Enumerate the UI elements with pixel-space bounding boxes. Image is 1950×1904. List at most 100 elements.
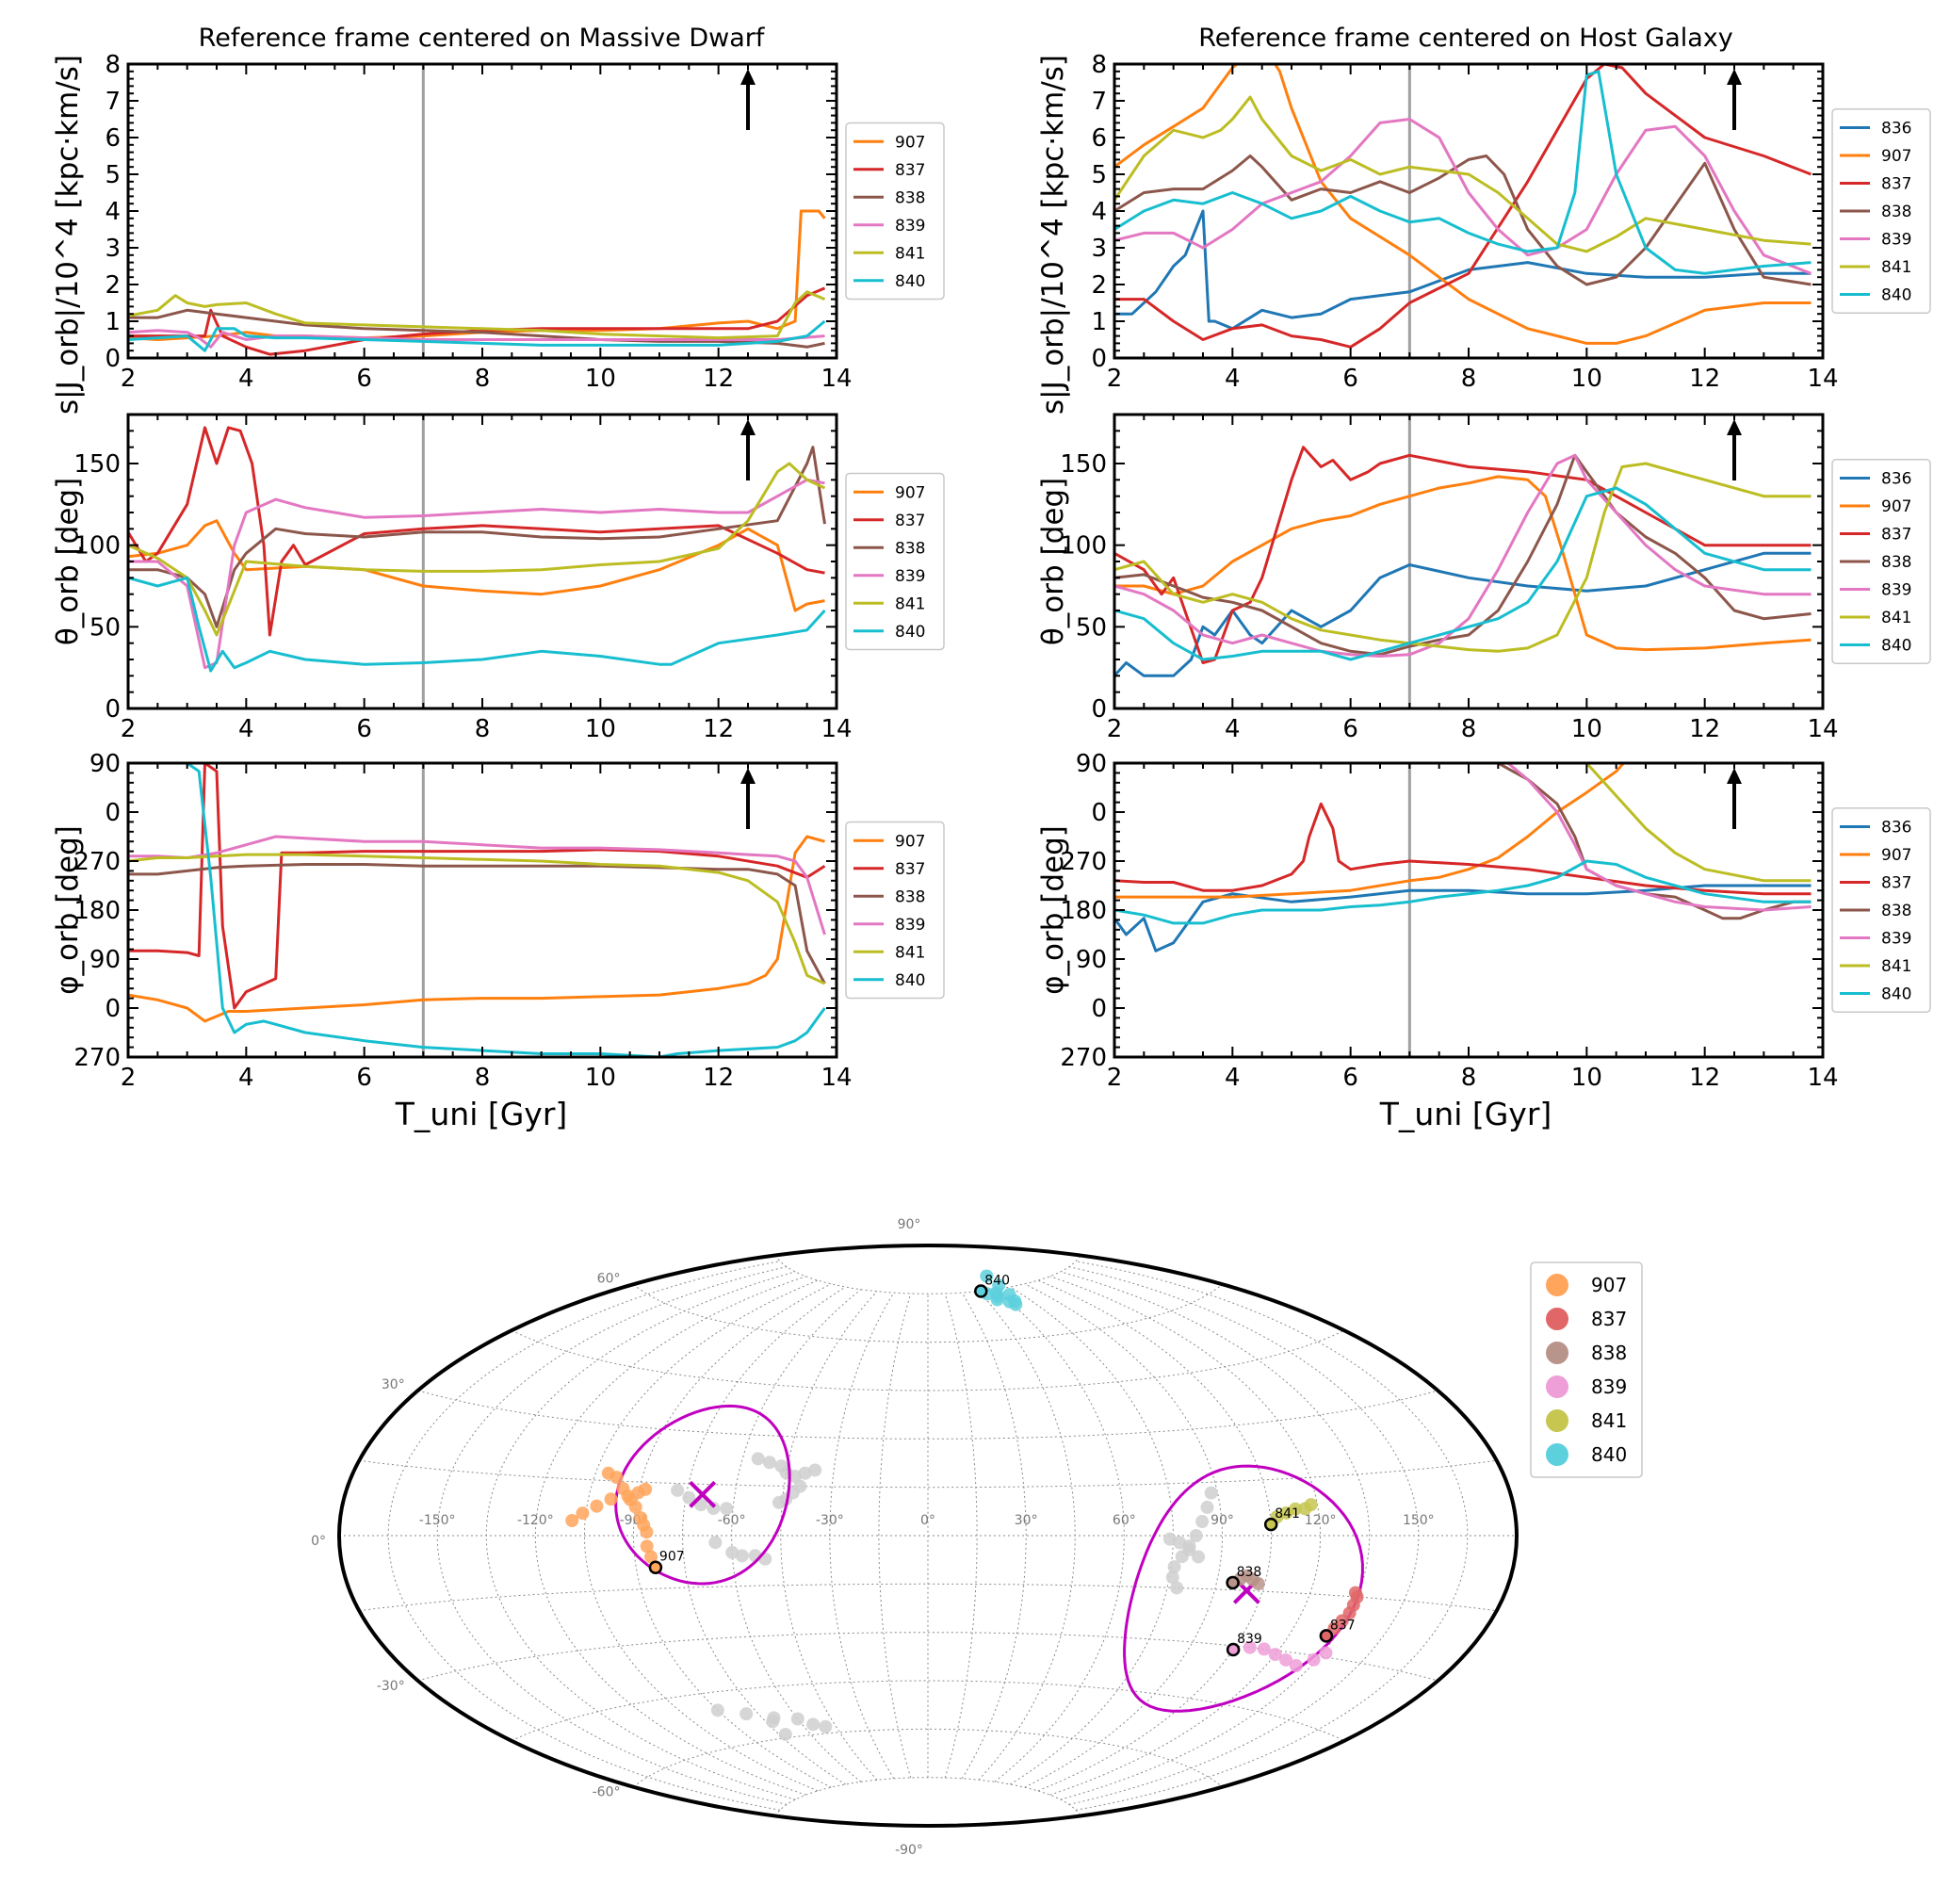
- legend: 907 837 838 839 841 840: [845, 122, 945, 301]
- track-point-907: [565, 1514, 579, 1528]
- up-arrow-icon: [1727, 768, 1742, 829]
- ylabel-phi-right: φ_orb [deg]: [1036, 825, 1070, 995]
- y-tick-label: 8: [1091, 51, 1107, 79]
- legend-label-907: 907: [1881, 147, 1911, 166]
- ylabel-phi-left: φ_orb [deg]: [51, 825, 85, 995]
- lat-tick-label: 30°: [382, 1377, 405, 1392]
- track-point-840: [980, 1269, 994, 1283]
- grey-point: [798, 1466, 812, 1480]
- x-tick-label: 12: [703, 715, 734, 743]
- y-tick-label: 0: [1091, 345, 1107, 373]
- x-tick-label: 2: [121, 715, 137, 743]
- sky-legend-label-839: 839: [1591, 1375, 1627, 1398]
- up-arrow-icon: [740, 419, 756, 480]
- y-tick-label: 8: [105, 51, 121, 79]
- grey-point: [1165, 1570, 1179, 1585]
- legend-label-840: 840: [895, 272, 925, 291]
- track-point-839: [1243, 1640, 1257, 1654]
- track-label-838: 838: [1237, 1565, 1262, 1580]
- legend-label-838: 838: [895, 539, 925, 558]
- y-tick-label: 7: [105, 88, 121, 116]
- grey-point: [1173, 1536, 1187, 1550]
- grey-point: [725, 1545, 739, 1559]
- track-endpoint-837: [1319, 1629, 1334, 1643]
- x-tick-label: 12: [703, 365, 734, 393]
- grey-point: [682, 1490, 696, 1505]
- panel-frame: [1113, 413, 1825, 710]
- series-line-840: [1114, 486, 1812, 661]
- track-endpoint-841: [1263, 1517, 1278, 1532]
- series-line-838: [1114, 453, 1812, 657]
- sky-legend-label-837: 837: [1591, 1308, 1627, 1330]
- series-line-837: [128, 426, 825, 637]
- track-point-907: [628, 1500, 642, 1514]
- series-line-907: [1114, 763, 1626, 899]
- series-line-839: [128, 835, 826, 936]
- grey-point: [788, 1470, 803, 1484]
- track-point-907: [576, 1506, 590, 1521]
- series-line-837: [1114, 802, 1812, 896]
- ylabel-jorb-left: s|J_orb|/10^4 [kpc·km/s]: [51, 55, 85, 415]
- y-tick-label: 0: [105, 695, 121, 724]
- y-tick-label: 1: [105, 308, 121, 336]
- grey-point: [1192, 1550, 1206, 1564]
- legend-label-840: 840: [895, 971, 925, 990]
- series-line-838: [1495, 763, 1812, 920]
- legend-label-907: 907: [1881, 497, 1911, 516]
- y-tick-label: 150: [73, 450, 121, 479]
- y-tick-label: 100: [1060, 532, 1107, 561]
- series-line-907: [128, 209, 826, 341]
- x-tick-label: 2: [1107, 715, 1123, 743]
- series-line-841: [1114, 462, 1812, 653]
- x-tick-label: 8: [1461, 715, 1477, 743]
- y-tick-label: 3: [105, 235, 121, 263]
- track-point-907: [640, 1539, 654, 1554]
- x-tick-label: 4: [238, 1064, 254, 1092]
- y-tick-label: 0: [105, 345, 121, 373]
- grey-point: [720, 1502, 734, 1516]
- x-tick-label: 6: [356, 365, 372, 393]
- series-line-840: [1114, 70, 1812, 275]
- lon-tick-label: -30°: [816, 1513, 844, 1528]
- sky-legend-swatch-837: [1546, 1308, 1568, 1330]
- lon-tick-label: 120°: [1305, 1513, 1337, 1528]
- series-line-839: [128, 478, 825, 670]
- series-line-838: [1114, 155, 1812, 286]
- legend-label-840: 840: [895, 623, 925, 642]
- legend-label-841: 841: [895, 594, 925, 613]
- legend-label-839: 839: [1881, 231, 1911, 250]
- x-tick-label: 4: [1225, 1064, 1241, 1092]
- grey-point: [1195, 1515, 1210, 1529]
- grey-point: [762, 1456, 776, 1470]
- lat-tick-label: 60°: [597, 1271, 621, 1286]
- x-tick-label: 8: [1461, 1064, 1477, 1092]
- track-point-837: [1348, 1586, 1362, 1600]
- panel-frame: [126, 413, 838, 710]
- grey-point: [671, 1483, 685, 1497]
- x-tick-label: 8: [475, 365, 491, 393]
- track-point-907: [640, 1525, 654, 1539]
- y-tick-label: 3: [1091, 235, 1107, 263]
- series-line-838: [128, 446, 826, 628]
- lon-tick-label: 60°: [1113, 1513, 1136, 1528]
- legend-label-840: 840: [1881, 286, 1911, 305]
- series-line-840: [128, 319, 826, 352]
- track-label-840: 840: [984, 1273, 1010, 1288]
- legend-label-840: 840: [1881, 985, 1911, 1004]
- legend: 907 837 838 839 841 840: [845, 821, 945, 1000]
- sky-legend-swatch-841: [1546, 1409, 1568, 1432]
- y-tick-label: 6: [105, 124, 121, 153]
- series-line-837: [128, 763, 826, 1010]
- legend-label-841: 841: [1881, 957, 1911, 976]
- y-tick-label: 50: [89, 613, 121, 642]
- track-label-839: 839: [1237, 1632, 1262, 1647]
- y-tick-label: 0: [105, 799, 121, 827]
- lon-tick-label: 90°: [1211, 1513, 1234, 1528]
- lat-tick-label: -60°: [593, 1785, 621, 1800]
- legend-label-841: 841: [1881, 609, 1911, 627]
- track-point-907: [644, 1550, 658, 1564]
- track-label-837: 837: [1330, 1618, 1356, 1633]
- sky-legend-swatch-840: [1546, 1443, 1568, 1466]
- x-tick-label: 4: [238, 365, 254, 393]
- x-tick-label: 6: [1342, 365, 1358, 393]
